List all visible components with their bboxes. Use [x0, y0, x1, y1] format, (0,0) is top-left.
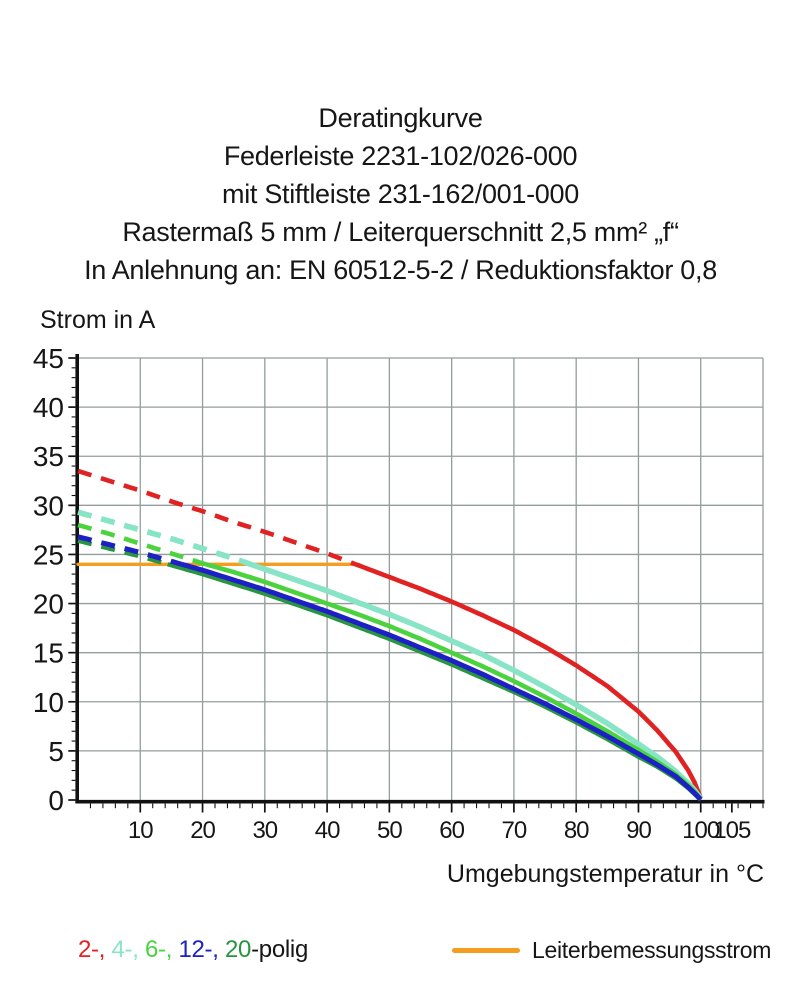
legend-pole-item: 2-,	[78, 936, 112, 963]
legend-pole-suffix: -polig	[251, 936, 308, 963]
series-2-polig-dashed	[77, 468, 358, 567]
y-tick-label: 25	[33, 539, 64, 570]
series-20-polig-solid	[166, 562, 703, 802]
legend-pole-item: 20	[224, 936, 252, 963]
title-block: Deratingkurve Federleiste 2231-102/026-0…	[0, 99, 801, 289]
series-2-polig-solid	[354, 562, 703, 799]
x-tick-label: 60	[439, 817, 464, 844]
legend-pole-item: 4-,	[111, 936, 145, 963]
axes	[75, 354, 765, 804]
title-line-5: In Anlehnung an: EN 60512-5-2 / Reduktio…	[84, 255, 717, 285]
title-line-1: Deratingkurve	[318, 103, 483, 133]
series-12-polig-dashed	[77, 534, 184, 567]
x-tick-label: 20	[190, 817, 215, 844]
x-tick-label: 105	[713, 817, 751, 844]
derating-chart: 0 5 10 15 20 25 30 35 40 45 10 20 30 40 50 60 70 80 90 1001…	[33, 343, 765, 844]
y-tick-label: 35	[33, 441, 64, 472]
legend-pole-item: 6-,	[144, 936, 179, 963]
series-12-polig	[77, 534, 703, 802]
x-tick-label: 10	[128, 817, 153, 844]
x-tick-label: 90	[626, 817, 651, 844]
y-tick-label: 5	[48, 736, 64, 767]
y-tick-label: 15	[33, 638, 64, 669]
x-tick-label: 70	[502, 817, 527, 844]
tick-labels: 0 5 10 15 20 25 30 35 40 45 10 20 30 40 50 60 70 80 90 1001…	[33, 343, 752, 844]
reference-label: Leiterbemessungsstrom	[532, 936, 772, 963]
y-tick-label: 0	[48, 785, 64, 816]
series-6-polig-solid	[205, 561, 703, 801]
y-axis-title: Strom in A	[40, 306, 156, 334]
title-line-3: mit Stiftleiste 231-162/001-000	[222, 179, 579, 209]
legend-poles: 2-, 4-, 6-, 12-, 20-polig	[78, 933, 308, 967]
x-tick-label: 50	[377, 817, 402, 844]
orange-line-swatch	[452, 947, 520, 953]
y-tick-label: 10	[33, 687, 64, 718]
legend-reference: Leiterbemessungsstrom	[452, 933, 771, 967]
chart-area: 0 5 10 15 20 25 30 35 40 45 10 20 30 40 50 60 70 80 90 100 1…	[0, 300, 801, 860]
title-line-2: Federleiste 2231-102/026-000	[223, 141, 578, 171]
axis-ticks	[68, 357, 764, 813]
y-tick-label: 45	[33, 343, 64, 374]
x-tick-label: 30	[252, 817, 277, 844]
y-tick-label: 20	[33, 589, 64, 620]
title-line-4: Rastermaß 5 mm / Leiterquerschnitt 2,5 m…	[122, 217, 679, 247]
series-4-polig-solid	[249, 561, 703, 801]
series-4-polig-dashed	[77, 509, 253, 567]
series-20-polig-dashed	[77, 538, 169, 567]
x-tick-label: 100	[682, 817, 720, 844]
legend-pole-item: 12-,	[178, 936, 225, 963]
y-tick-label: 30	[33, 490, 64, 521]
y-tick-label: 40	[33, 392, 64, 423]
x-tick-label: 80	[564, 817, 589, 844]
grid-lines	[77, 357, 764, 800]
series-4-polig	[77, 509, 703, 801]
x-tick-label: 40	[315, 817, 340, 844]
x-axis-title: Umgebungstemperatur in °C	[446, 860, 764, 888]
series-6-polig-dashed	[77, 522, 207, 567]
series-20-polig	[77, 538, 703, 802]
series-6-polig	[77, 522, 703, 801]
series-12-polig-solid	[181, 561, 703, 802]
series-2-polig	[77, 468, 703, 799]
